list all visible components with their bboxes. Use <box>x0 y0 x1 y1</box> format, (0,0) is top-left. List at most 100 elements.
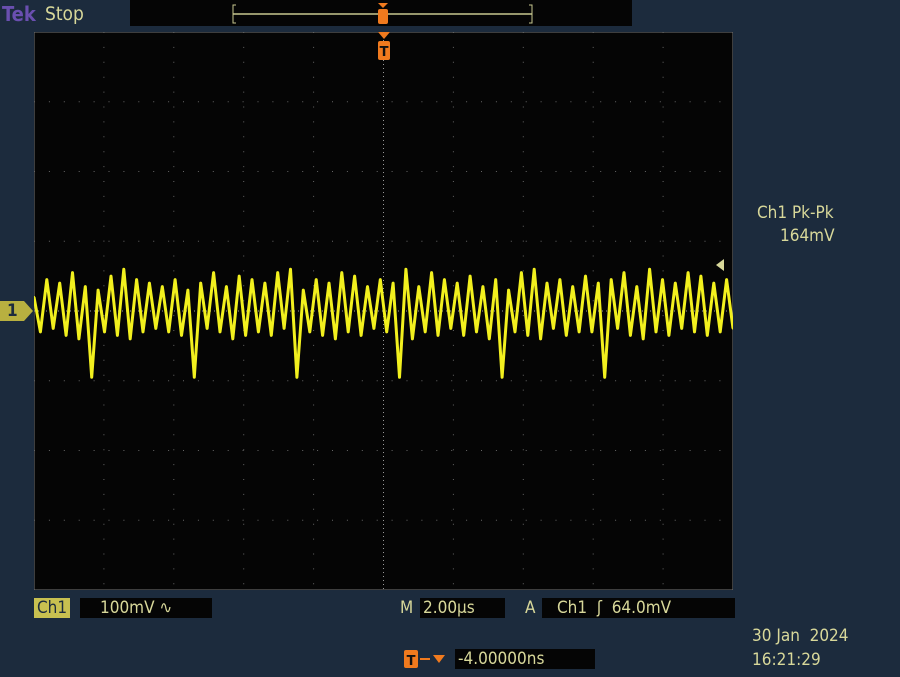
trace-point <box>39 330 42 334</box>
trace-point <box>103 330 106 334</box>
timebase-value[interactable]: 2.00µs <box>420 598 505 618</box>
trace-point <box>45 278 49 281</box>
trace-point <box>648 267 651 271</box>
trigger-level: 64.0mV <box>611 598 672 618</box>
trace-point <box>359 334 363 337</box>
trigger-position-icon <box>378 3 388 24</box>
trace-point <box>404 267 408 271</box>
trace-point <box>654 330 658 334</box>
trace-point <box>218 330 222 334</box>
trace-point <box>199 281 202 285</box>
trace-point <box>699 274 703 278</box>
trace-point <box>321 334 324 337</box>
trace-point <box>71 271 74 274</box>
trace-point <box>674 281 677 285</box>
trace-point <box>135 278 138 281</box>
trace-point <box>64 334 68 337</box>
trace-point <box>391 281 395 285</box>
trace-point <box>500 376 504 379</box>
trace-point <box>545 281 549 285</box>
trace-point <box>186 288 190 292</box>
trace-point <box>34 295 36 299</box>
tek-logo: Tek <box>2 2 36 26</box>
channel-1-button[interactable]: Ch1 <box>34 598 71 618</box>
trace-point <box>584 274 587 278</box>
trace-point <box>686 271 690 274</box>
acquisition-status: Stop <box>45 3 84 25</box>
trace-point <box>263 281 267 285</box>
trace-point <box>276 271 279 274</box>
measurement-value: 164mV <box>780 226 835 246</box>
trace-point <box>231 337 234 341</box>
trace-point <box>430 271 433 274</box>
record-bracket <box>232 3 533 24</box>
trace-point <box>128 337 132 341</box>
trace-point <box>603 376 606 379</box>
trace-point <box>488 337 491 341</box>
trace-point <box>590 330 594 334</box>
trace-point <box>282 327 286 330</box>
trace-point <box>475 330 478 334</box>
trigger-position-value[interactable]: -4.00000ns <box>455 649 595 669</box>
trace-point <box>533 267 536 271</box>
trace-point <box>154 327 158 330</box>
trace-point <box>609 278 613 281</box>
trace-point <box>725 278 728 281</box>
svg-text:T: T <box>380 45 389 60</box>
timebase-prefix: M <box>400 598 414 618</box>
trace-point <box>347 330 350 334</box>
trace-point <box>398 376 401 379</box>
trace-point <box>706 334 709 337</box>
trace-point <box>513 330 517 334</box>
trace-point <box>52 327 55 330</box>
trace-point <box>481 285 485 288</box>
trace-point <box>635 285 639 288</box>
trace-point <box>314 278 318 281</box>
trace-point <box>436 334 440 337</box>
trigger-marker-icon: T <box>378 32 390 60</box>
trace-point <box>597 281 600 285</box>
trace-point <box>161 285 164 288</box>
record-view-strip <box>130 0 632 26</box>
trace-point <box>456 281 459 285</box>
svg-text:T: T <box>407 654 416 669</box>
trace-point <box>238 274 241 278</box>
trace-point <box>507 288 510 292</box>
trace-point <box>642 337 645 341</box>
trace-point <box>308 330 311 334</box>
trigger-offset-icon: T <box>404 650 445 669</box>
trace-point <box>109 274 113 278</box>
rising-edge-icon: ʃ <box>596 598 602 618</box>
channel-scale[interactable]: 100mV ∿ <box>80 598 212 618</box>
trace-point <box>577 330 581 334</box>
trace-point <box>558 278 562 281</box>
trace-point <box>372 327 376 330</box>
trace-point <box>90 376 93 379</box>
trace-point <box>443 278 446 281</box>
trace-point <box>661 278 664 281</box>
trace-point <box>225 285 228 288</box>
trace-point <box>680 327 683 330</box>
trace-point <box>340 271 344 274</box>
trace-point <box>116 334 119 337</box>
trace-point <box>462 334 465 337</box>
trace-point <box>148 281 151 285</box>
trigger-source: Ch1 <box>557 598 588 618</box>
trace-point <box>295 376 299 379</box>
time: 16:21:29 <box>752 650 821 670</box>
trace-point <box>385 330 388 334</box>
date: 30 Jan 2024 <box>752 626 849 646</box>
trace-point <box>173 278 177 281</box>
channel-scale-value: 100mV <box>100 598 155 618</box>
trace-point <box>552 327 555 330</box>
trace-point <box>571 285 574 288</box>
trace-point <box>449 327 453 330</box>
trace-point <box>58 281 61 285</box>
trace-point <box>379 278 382 281</box>
trace-point <box>212 271 215 274</box>
trace-point <box>616 327 619 330</box>
trace-point <box>712 281 715 285</box>
trigger-settings[interactable]: Ch1 ʃ 64.0mV <box>542 598 735 618</box>
trace-point <box>423 330 427 334</box>
trace-point <box>327 281 331 285</box>
